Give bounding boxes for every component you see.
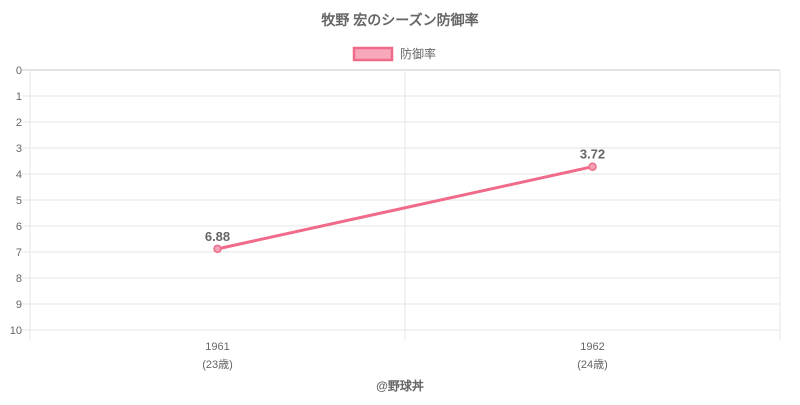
y-tick-label: 5 (16, 195, 22, 207)
y-tick-label: 2 (16, 117, 22, 129)
legend-swatch (352, 46, 394, 62)
y-tick-label: 6 (16, 221, 22, 233)
data-label: 6.88 (205, 229, 230, 244)
x-axis: 1961 (23歳) 1962 (24歳) (202, 341, 608, 371)
x-tick-label-age: (23歳) (202, 358, 233, 371)
y-axis: 0 1 2 3 4 5 6 7 8 9 10 (10, 65, 22, 337)
y-tick-label: 7 (16, 247, 22, 259)
y-tick-label: 4 (16, 169, 22, 181)
series-line (217, 165, 593, 251)
data-point (588, 162, 597, 171)
x-tick-label-year: 1962 (580, 341, 604, 353)
legend-label: 防御率 (400, 46, 436, 61)
x-tick-label-age: (24歳) (577, 358, 608, 371)
y-tick-label: 8 (16, 273, 22, 285)
y-tick-label: 0 (16, 65, 22, 77)
y-tick-label: 9 (16, 299, 22, 311)
x-tick-label-year: 1961 (205, 341, 229, 353)
footer-credit: @野球丼 (376, 378, 424, 393)
chart-title: 牧野 宏のシーズン防御率 (321, 12, 478, 28)
legend[interactable]: 防御率 (352, 46, 436, 62)
y-tick-label: 10 (10, 325, 22, 337)
y-tick-label: 1 (16, 91, 22, 103)
grid (22, 69, 781, 340)
y-tick-label: 3 (16, 143, 22, 155)
data-label: 3.72 (580, 147, 605, 162)
data-point (213, 244, 222, 254)
series-era: 6.88 3.72 (205, 147, 605, 254)
